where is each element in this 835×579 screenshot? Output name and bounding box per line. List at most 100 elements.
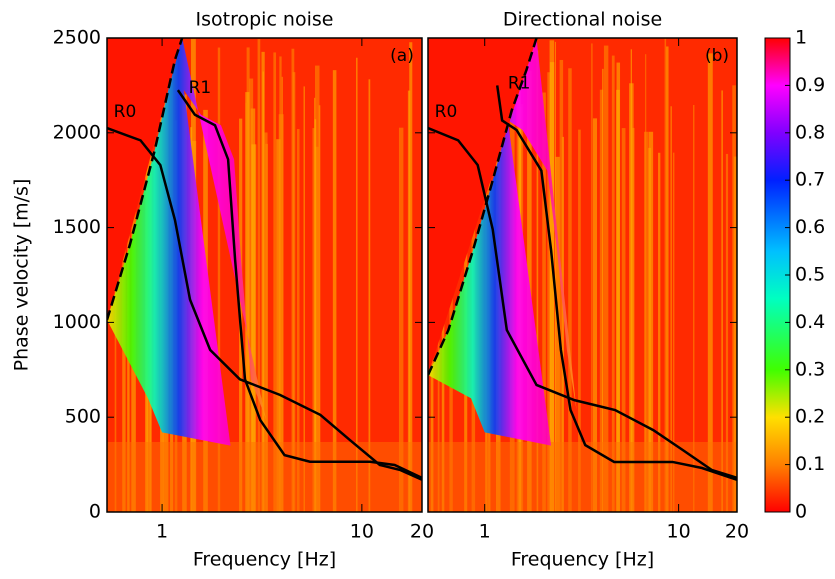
y-tick-label: 2500 [53,27,101,49]
heatmap-stripe [315,146,319,512]
heatmap-stripe [665,46,669,512]
x-tick-label: 20 [725,521,749,543]
dashed-curve [428,38,538,376]
heatmap-stripe [732,85,736,512]
heatmap-stripe [611,55,615,512]
heatmap-stripe [332,70,337,512]
y-tick-label: 1500 [53,216,101,238]
heatmap-stripe [368,79,371,512]
heatmap-ridge [107,38,267,446]
annotation: (b) [705,46,729,66]
heatmap-stripe [407,90,411,512]
panel-title: Isotropic noise [196,9,334,31]
annotation: R1 [189,78,212,98]
colorbar-tick-label: 0.8 [795,121,825,143]
heatmap-stripe [291,48,295,512]
heatmap-stripe [578,129,581,512]
x-tick-label: 10 [350,521,374,543]
heatmap-stripe [602,68,604,512]
x-tick-label: 1 [479,521,491,543]
heatmap-stripe [251,144,257,512]
colorbar-tick-label: 0.4 [795,311,825,333]
heatmap-stripe [303,86,305,512]
heatmap-stripe [273,52,277,512]
heatmap-stripe [547,72,552,512]
heatmap-stripe [591,43,593,512]
heatmap-stripe [409,42,413,512]
heatmap-stripe [693,104,695,512]
dashed-curve [107,38,184,321]
heatmap-stripe [616,89,620,512]
heatmap-stripe [658,152,661,512]
heatmap-stripe [568,68,572,512]
heatmap-stripe [648,131,654,512]
heatmap-stripe [245,154,247,512]
y-tick-label: 2000 [53,121,101,143]
heatmap-stripe [549,40,555,512]
curve [428,126,737,480]
heatmap-stripe [599,89,604,512]
y-axis-label: Phase velocity [m/s] [11,179,33,372]
x-tick-label: 1 [156,521,168,543]
colorbar-tick-label: 0.6 [795,216,825,238]
heatmap-stripe [356,57,358,512]
heatmap-stripe [296,129,300,512]
panel-title: Directional noise [503,9,662,31]
heatmap-ridge [428,38,577,446]
heatmap-stripe [257,39,261,512]
heatmap-stripe [262,71,264,512]
colorbar-tick-label: 0.9 [795,74,825,96]
heatmap-stripe [265,143,268,512]
curve [176,89,422,480]
colorbar-tick-label: 0.1 [795,453,825,475]
heatmap-stripe [536,50,539,512]
y-tick-label: 1000 [53,311,101,333]
annotation: (a) [390,46,414,66]
plot-area [428,38,737,512]
heatmap-stripe [725,153,729,512]
x-axis-label: Frequency [Hz] [193,549,336,571]
heatmap-corner [428,38,537,376]
heatmap-stripe [621,128,626,512]
heatmap-stripe [592,118,598,512]
heatmap-stripe [707,53,713,512]
heatmap-stripe [721,90,723,512]
heatmap-stripe [672,152,675,512]
heatmap-stripe [630,49,633,512]
annotation: R0 [435,102,458,122]
colorbar-tick-label: 0.7 [795,169,825,191]
colorbar-tick-label: 1 [795,27,807,49]
colorbar-tick-label: 0 [795,501,807,523]
colorbar-tick-label: 0.2 [795,406,825,428]
heatmap-low-band [428,442,737,512]
curve [107,126,422,481]
heatmap-stripe [314,119,317,512]
heatmap-low-band [107,442,422,512]
x-tick-label: 10 [667,521,691,543]
heatmap-stripe [542,92,546,512]
heatmap-stripe [318,105,321,512]
heatmap-stripe [249,78,254,512]
heatmap-stripe [645,54,647,512]
heatmap-stripe [670,106,672,512]
heatmap-stripe [276,139,281,512]
y-tick-label: 0 [89,501,101,523]
y-tick-label: 500 [65,406,101,428]
heatmap-stripe [664,38,667,512]
colorbar-tick-label: 0.5 [795,264,825,286]
heatmap-stripe [398,127,404,512]
x-axis-label: Frequency [Hz] [511,549,654,571]
curve [495,85,737,481]
frame [106,37,423,513]
heatmap-stripe [278,114,284,512]
annotation: R1 [508,73,531,93]
colorbar-tick-label: 0.3 [795,358,825,380]
heatmap-stripe [217,47,221,512]
plot-area [107,38,422,512]
heatmap-stripe [312,128,316,512]
heatmap-stripe [555,156,560,512]
annotation: R0 [114,102,137,122]
frame [427,37,738,513]
x-tick-label: 20 [410,521,434,543]
heatmap-stripe [603,45,609,512]
